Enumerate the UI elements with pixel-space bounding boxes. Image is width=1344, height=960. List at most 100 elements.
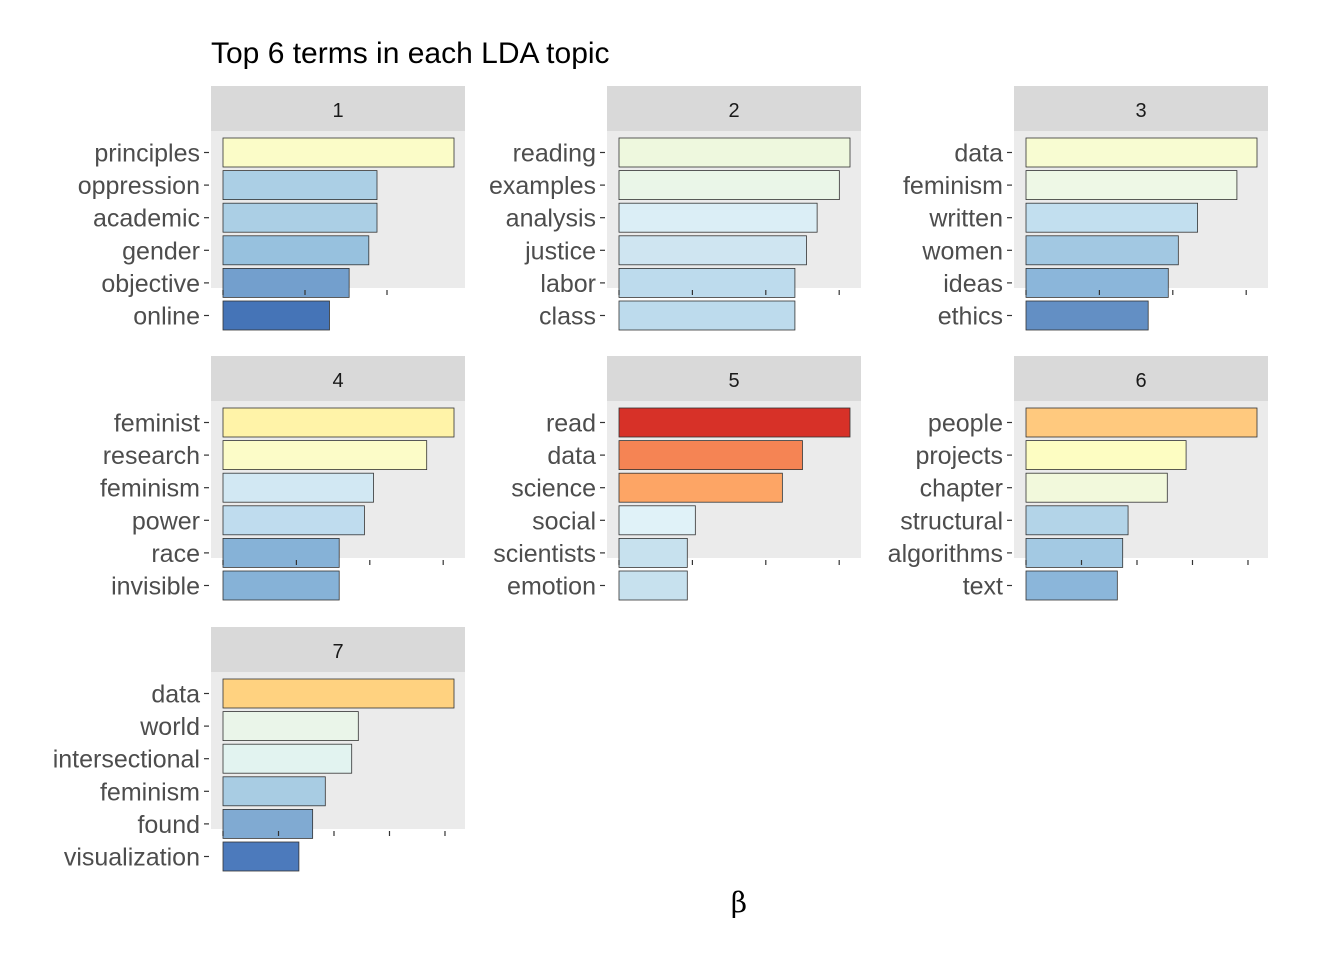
- term-label-justice: justice: [524, 237, 596, 265]
- term-label-data: data: [954, 140, 1003, 168]
- facet-strip: [607, 356, 861, 401]
- facet-strip-label: 6: [1135, 370, 1146, 392]
- bar-power: [222, 505, 365, 536]
- bar-emotion: [618, 570, 688, 601]
- term-label-written: written: [928, 205, 1003, 233]
- facet-panel-topic-5: 5 read data science social scientists emotion: [493, 356, 861, 601]
- term-label-labor: labor: [540, 270, 596, 298]
- term-label-projects: projects: [915, 442, 1003, 470]
- term-label-data: data: [151, 681, 200, 709]
- facet-strip-label: 7: [332, 641, 343, 663]
- facet-panel-topic-7: 7 data world intersectional feminism found vis…: [53, 627, 465, 872]
- term-label-online: online: [133, 303, 200, 331]
- bar-written: [1025, 202, 1198, 233]
- bar-read: [618, 407, 851, 438]
- term-label-world: world: [139, 713, 200, 741]
- term-label-people: people: [928, 410, 1003, 438]
- term-label-race: race: [151, 540, 200, 568]
- term-label-scientists: scientists: [493, 540, 596, 568]
- bar-text: [1025, 570, 1118, 601]
- term-label-intersectional: intersectional: [53, 746, 200, 774]
- bar-feminism: [222, 472, 374, 503]
- bar-feminist: [222, 407, 455, 438]
- term-label-science: science: [511, 475, 596, 503]
- term-label-oppression: oppression: [78, 172, 200, 200]
- term-label-algorithms: algorithms: [888, 540, 1003, 568]
- facet-strip: [607, 86, 861, 131]
- term-label-class: class: [539, 303, 596, 331]
- term-label-structural: structural: [900, 507, 1003, 535]
- bar-data: [222, 678, 455, 709]
- term-label-text: text: [963, 573, 1003, 601]
- bar-labor: [618, 267, 796, 298]
- term-label-ideas: ideas: [943, 270, 1003, 298]
- bar-structural: [1025, 505, 1129, 536]
- bar-found: [222, 809, 314, 839]
- term-label-found: found: [137, 811, 200, 839]
- facet-strip-label: 3: [1135, 100, 1146, 122]
- facet-strip: [211, 86, 465, 131]
- bar-gender: [222, 235, 370, 266]
- bar-objective: [222, 267, 350, 298]
- bar-ethics: [1025, 300, 1149, 331]
- bar-feminism: [1025, 170, 1238, 201]
- term-label-feminism: feminism: [100, 475, 200, 503]
- bar-social: [618, 505, 696, 536]
- bar-online: [222, 300, 330, 331]
- bar-algorithms: [1025, 538, 1124, 568]
- bar-academic: [222, 202, 378, 233]
- chart-title: Top 6 terms in each LDA topic: [211, 37, 610, 70]
- bar-reading: [618, 137, 851, 168]
- bar-data: [618, 440, 803, 471]
- term-label-emotion: emotion: [507, 573, 596, 601]
- bar-projects: [1025, 440, 1187, 471]
- term-label-objective: objective: [101, 270, 200, 298]
- term-label-examples: examples: [489, 172, 596, 200]
- bar-invisible: [222, 570, 340, 601]
- bar-scientists: [618, 538, 688, 568]
- facet-strip: [1014, 356, 1268, 401]
- term-label-ethics: ethics: [938, 303, 1003, 331]
- facet-strip-label: 2: [728, 100, 739, 122]
- term-label-read: read: [546, 410, 596, 438]
- bar-examples: [618, 170, 840, 201]
- facet-strip-label: 5: [728, 370, 739, 392]
- bar-research: [222, 440, 428, 471]
- facet-strip-label: 4: [332, 370, 343, 392]
- bar-people: [1025, 407, 1258, 438]
- x-axis-label: β: [731, 886, 747, 919]
- bar-justice: [618, 235, 807, 266]
- bar-chapter: [1025, 472, 1168, 503]
- term-label-chapter: chapter: [920, 475, 1003, 503]
- term-label-feminist: feminist: [114, 410, 200, 438]
- term-label-research: research: [103, 442, 200, 470]
- term-label-principles: principles: [94, 140, 200, 168]
- bar-data: [1025, 137, 1258, 168]
- facet-panel-topic-3: 3 data feminism written women ideas ethics: [903, 86, 1268, 331]
- term-label-feminism: feminism: [100, 778, 200, 806]
- bar-world: [222, 711, 359, 741]
- bar-feminism: [222, 776, 326, 807]
- bar-race: [222, 538, 340, 568]
- term-label-power: power: [132, 507, 200, 535]
- facet-strip: [211, 627, 465, 672]
- bar-women: [1025, 235, 1179, 266]
- facet-panel-topic-1: 1 principles oppression academic gender objec…: [78, 86, 465, 331]
- facet-panel-topic-4: 4 feminist research feminism power race invisi…: [100, 356, 465, 601]
- term-label-visualization: visualization: [64, 844, 200, 872]
- bar-science: [618, 472, 783, 503]
- term-label-social: social: [532, 507, 596, 535]
- facet-strip: [211, 356, 465, 401]
- bar-analysis: [618, 202, 818, 233]
- facet-strip: [1014, 86, 1268, 131]
- term-label-gender: gender: [122, 237, 200, 265]
- bar-visualization: [222, 841, 300, 872]
- facet-panels: 1 principles oppression academic gender objec…: [53, 86, 1268, 872]
- term-label-analysis: analysis: [506, 205, 596, 233]
- term-label-data: data: [547, 442, 596, 470]
- bar-principles: [222, 137, 455, 168]
- bar-ideas: [1025, 267, 1169, 298]
- bar-class: [618, 300, 796, 331]
- term-label-academic: academic: [93, 205, 200, 233]
- bar-intersectional: [222, 743, 353, 774]
